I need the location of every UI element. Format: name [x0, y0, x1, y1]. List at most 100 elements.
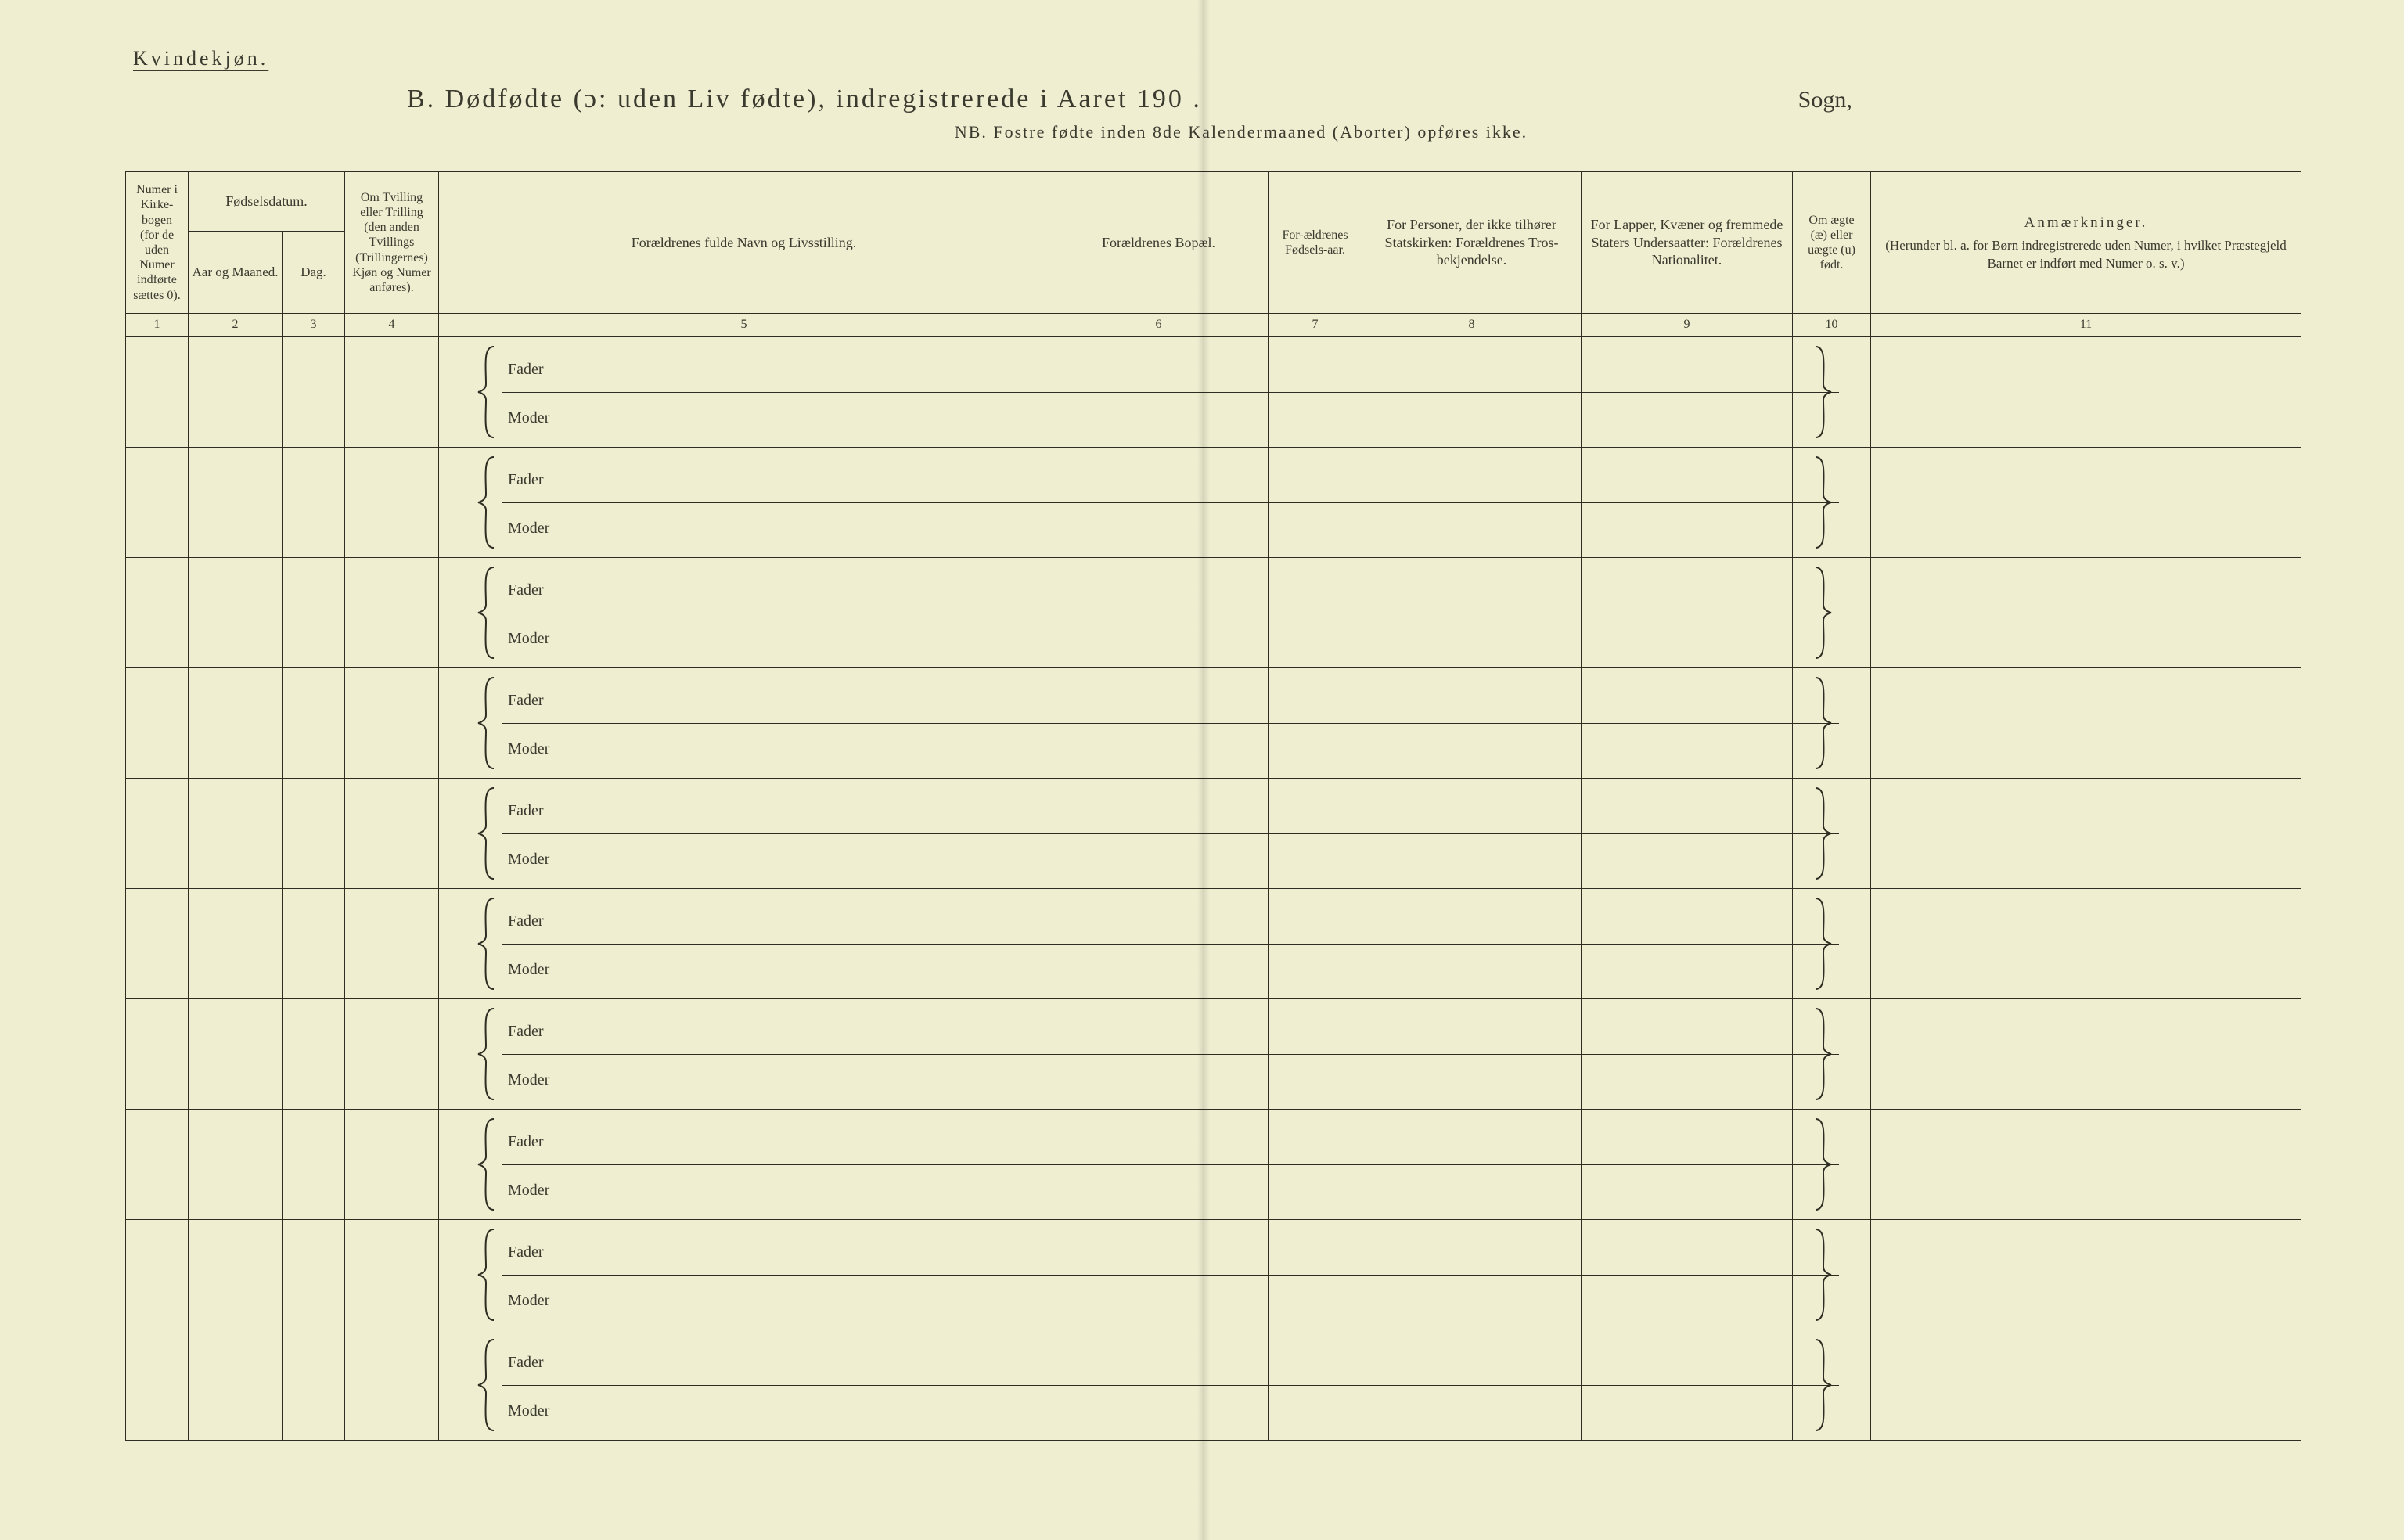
- brace-left-icon: [475, 897, 498, 991]
- moder-label: Moder: [508, 409, 549, 427]
- col-num: 11: [1871, 314, 2301, 337]
- brace-left-icon: [475, 1228, 498, 1322]
- cell: [1269, 1330, 1362, 1441]
- fader-label: Fader: [508, 471, 544, 489]
- remarks-cell: [1871, 779, 2301, 889]
- remarks-cell: [1871, 558, 2301, 668]
- remarks-cell: [1871, 668, 2301, 779]
- col-num: 9: [1582, 314, 1793, 337]
- cell: [283, 668, 345, 779]
- col-num: 2: [189, 314, 283, 337]
- cell: [1362, 558, 1582, 668]
- cell: [126, 336, 189, 448]
- col-header-9: For Lapper, Kvæner og fremmede Staters U…: [1582, 171, 1793, 314]
- cell: [1582, 1330, 1793, 1441]
- moder-label: Moder: [508, 520, 549, 538]
- col-num: 6: [1049, 314, 1269, 337]
- cell: [1362, 336, 1582, 448]
- cell: [345, 558, 439, 668]
- header-row: Numer i Kirke-bogen (for de uden Numer i…: [126, 171, 2301, 231]
- brace-right-icon: [1811, 676, 1834, 770]
- parents-cell: Fader Moder: [439, 558, 1049, 668]
- fader-label: Fader: [508, 1243, 544, 1261]
- brace-left-icon: [475, 1007, 498, 1101]
- brace-right-icon: [1811, 455, 1834, 549]
- cell: [345, 336, 439, 448]
- cell: [283, 1110, 345, 1220]
- remarks-cell: [1871, 889, 2301, 999]
- legitimacy-cell: [1793, 336, 1871, 448]
- cell: [126, 448, 189, 558]
- cell: [126, 779, 189, 889]
- col-num: 4: [345, 314, 439, 337]
- table-row: Fader Moder: [126, 336, 2301, 448]
- row-divider: [502, 502, 1049, 503]
- col-num: 7: [1269, 314, 1362, 337]
- legitimacy-cell: [1793, 1330, 1871, 1441]
- fader-label: Fader: [508, 361, 544, 379]
- cell: [189, 999, 283, 1110]
- cell: [189, 1110, 283, 1220]
- row-divider: [502, 392, 1049, 393]
- col-header-11-sub: (Herunder bl. a. for Børn indregistrered…: [1885, 238, 2286, 271]
- parents-cell: Fader Moder: [439, 1220, 1049, 1330]
- fader-label: Fader: [508, 1354, 544, 1372]
- cell: [1362, 668, 1582, 779]
- row-divider: [502, 944, 1049, 945]
- parents-cell: Fader Moder: [439, 336, 1049, 448]
- legitimacy-cell: [1793, 889, 1871, 999]
- cell: [345, 448, 439, 558]
- cell: [1049, 448, 1269, 558]
- column-numbers-row: 1 2 3 4 5 6 7 8 9 10 11: [126, 314, 2301, 337]
- cell: [1582, 1110, 1793, 1220]
- cell: [1269, 448, 1362, 558]
- brace-left-icon: [475, 1338, 498, 1432]
- cell: [1269, 1110, 1362, 1220]
- cell: [283, 779, 345, 889]
- cell: [1582, 668, 1793, 779]
- cell: [1269, 889, 1362, 999]
- cell: [283, 999, 345, 1110]
- cell: [345, 668, 439, 779]
- cell: [189, 448, 283, 558]
- table-row: Fader Moder: [126, 889, 2301, 999]
- row-divider: [502, 1054, 1049, 1055]
- fader-label: Fader: [508, 581, 544, 599]
- cell: [283, 889, 345, 999]
- cell: [1582, 336, 1793, 448]
- cell: [126, 1220, 189, 1330]
- cell: [1269, 1220, 1362, 1330]
- table-row: Fader Moder: [126, 999, 2301, 1110]
- cell: [1582, 558, 1793, 668]
- parents-cell: Fader Moder: [439, 448, 1049, 558]
- title-main: B. Dødfødte (ɔ: uden Liv fødte), indregi…: [125, 85, 1587, 114]
- parents-cell: Fader Moder: [439, 779, 1049, 889]
- parents-cell: Fader Moder: [439, 1330, 1049, 1441]
- moder-label: Moder: [508, 740, 549, 758]
- brace-left-icon: [475, 786, 498, 880]
- cell: [189, 336, 283, 448]
- remarks-cell: [1871, 999, 2301, 1110]
- cell: [283, 336, 345, 448]
- cell: [1269, 779, 1362, 889]
- cell: [1049, 889, 1269, 999]
- col-header-7: For-ældrenes Fødsels-aar.: [1269, 171, 1362, 314]
- cell: [345, 1220, 439, 1330]
- row-divider: [502, 1385, 1049, 1386]
- ledger-page: Kvindekjøn. B. Dødfødte (ɔ: uden Liv fød…: [0, 0, 2404, 1540]
- remarks-cell: [1871, 336, 2301, 448]
- moder-label: Moder: [508, 1402, 549, 1420]
- fader-label: Fader: [508, 692, 544, 710]
- cell: [189, 668, 283, 779]
- col-header-3: Dag.: [283, 231, 345, 313]
- table-row: Fader Moder: [126, 448, 2301, 558]
- brace-right-icon: [1811, 1117, 1834, 1211]
- cell: [1049, 1220, 1269, 1330]
- table-row: Fader Moder: [126, 558, 2301, 668]
- cell: [1362, 999, 1582, 1110]
- remarks-cell: [1871, 1110, 2301, 1220]
- legitimacy-cell: [1793, 1220, 1871, 1330]
- cell: [126, 889, 189, 999]
- cell: [189, 1330, 283, 1441]
- title-row: B. Dødfødte (ɔ: uden Liv fødte), indregi…: [125, 85, 2310, 114]
